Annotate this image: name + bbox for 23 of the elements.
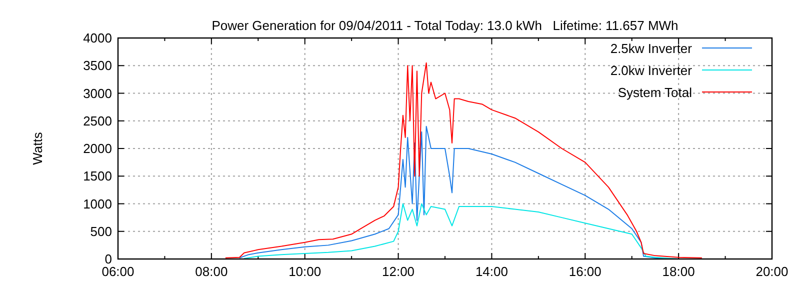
y-tick-label: 1000: [83, 196, 112, 212]
chart-title: Power Generation for 09/04/2011 - Total Today: 13.0 kWh Lifetime: 11.657 MWh: [212, 18, 678, 33]
line-series: [224, 62, 702, 258]
x-tick-label: 14:00: [475, 264, 508, 279]
y-tick-label: 1500: [83, 168, 112, 184]
y-axis-title: Watts: [30, 132, 45, 165]
legend-label: System Total: [618, 85, 692, 100]
y-tick-label: 500: [90, 224, 112, 239]
x-tick-label: 16:00: [568, 264, 602, 279]
y-tick-label: 3000: [83, 86, 112, 101]
legend-label: 2.5kw Inverter: [610, 41, 693, 56]
x-tick-label: 18:00: [662, 264, 695, 279]
y-tick-label: 4000: [83, 30, 112, 46]
legend-label: 2.0kw Inverter: [610, 63, 693, 78]
x-tick-label: 08:00: [195, 264, 228, 279]
x-tick-label: 12:00: [382, 264, 415, 279]
y-tick-label: 2000: [83, 141, 112, 156]
y-tick-label: 0: [104, 252, 112, 266]
y-tick-label: 2500: [83, 113, 112, 128]
x-tick-label: 20:00: [756, 264, 788, 279]
x-tick-label: 06:00: [102, 264, 134, 279]
y-tick-label: 3500: [83, 58, 112, 74]
x-tick-label: 10:00: [288, 264, 322, 279]
